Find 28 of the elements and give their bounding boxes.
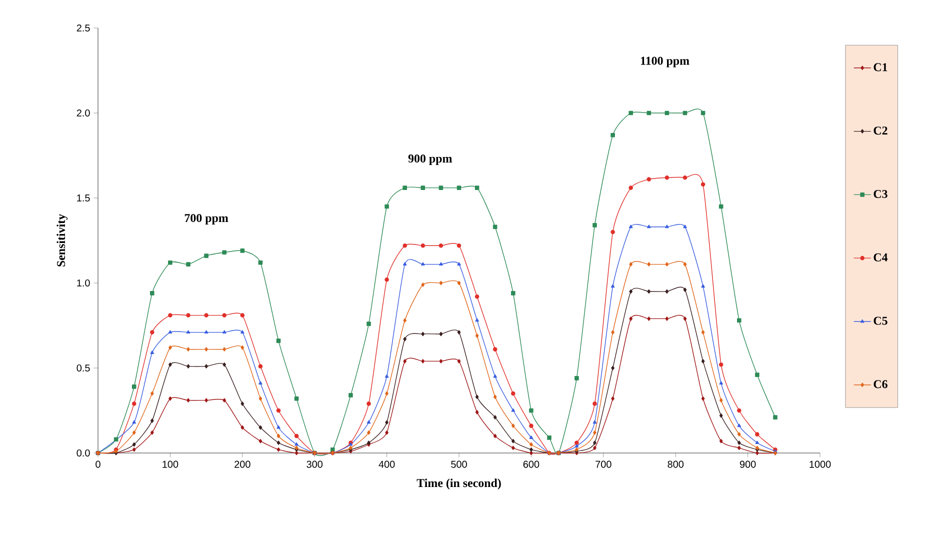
y-tick-label: 2.0 <box>76 109 90 117</box>
x-tick-label: 100 <box>162 460 178 468</box>
y-axis-title: Sensitivity <box>56 214 68 266</box>
annotation: 900 ppm <box>408 154 452 165</box>
annotation: 700 ppm <box>184 214 228 224</box>
y-tick-label: 2.5 <box>76 24 90 32</box>
legend-label: C2 <box>874 126 888 135</box>
x-tick-label: 0 <box>96 460 100 468</box>
x-tick-label: 800 <box>668 460 684 468</box>
x-tick-label: 600 <box>523 460 540 468</box>
annotation: 1100 ppm <box>640 56 690 68</box>
legend-label: C6 <box>874 380 888 388</box>
x-tick-label: 1000 <box>810 460 831 468</box>
x-tick-label: 500 <box>451 460 467 468</box>
x-tick-label: 900 <box>740 460 756 468</box>
legend-label: C4 <box>874 253 888 262</box>
y-tick-label: 1.5 <box>77 194 90 202</box>
x-axis-title: Time (in second) <box>416 478 501 490</box>
legend-label: C1 <box>874 63 888 72</box>
x-tick-label: 300 <box>306 460 323 468</box>
y-tick-label: 1.0 <box>77 279 90 287</box>
y-tick-label: 0.0 <box>76 449 90 457</box>
legend-label: C5 <box>874 316 888 325</box>
legend-label: C3 <box>874 190 888 198</box>
x-tick-label: 400 <box>378 460 395 468</box>
x-tick-label: 700 <box>596 460 612 468</box>
y-tick-label: 0.5 <box>76 364 90 372</box>
x-tick-label: 200 <box>234 460 250 468</box>
